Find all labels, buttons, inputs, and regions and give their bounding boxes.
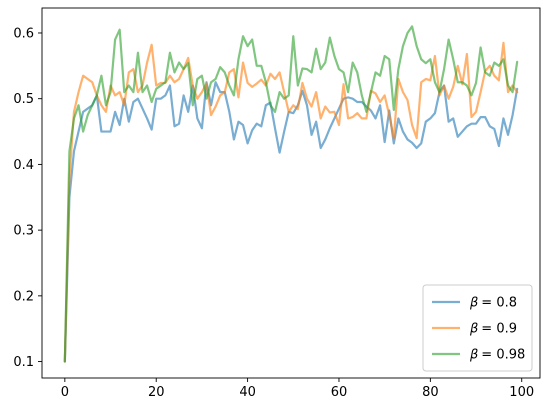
x-tick-label: 100: [509, 385, 534, 400]
plot-frame: [41, 7, 541, 379]
y-tick-label: 0.3: [13, 224, 34, 239]
y-tick-label: 0.2: [13, 289, 34, 304]
legend-box: [422, 284, 533, 372]
x-tick-label: 0: [61, 385, 69, 400]
x-tick-label: 20: [148, 385, 165, 400]
y-tick-label: 0.6: [13, 26, 34, 41]
series-layer: [63, 25, 519, 363]
y-tick-label: 0.1: [13, 355, 34, 370]
series-line-1: [63, 41, 519, 363]
legend: β = 0.8 β = 0.9 β = 0.98: [422, 284, 533, 372]
x-tick-label: 80: [422, 385, 439, 400]
series-line-2: [63, 25, 519, 363]
legend-label-2: β = 0.98: [469, 348, 525, 363]
legend-label-1: β = 0.9: [469, 322, 517, 337]
y-tick-label: 0.4: [13, 158, 34, 173]
axes: 0 20 40 60 80 100 0.1 0.2 0.3 0.4 0.5 0.6: [13, 26, 534, 400]
y-tick-label: 0.5: [13, 92, 34, 107]
x-tick-label: 60: [331, 385, 348, 400]
legend-label-0: β = 0.8: [469, 296, 517, 311]
x-tick-label: 40: [239, 385, 256, 400]
